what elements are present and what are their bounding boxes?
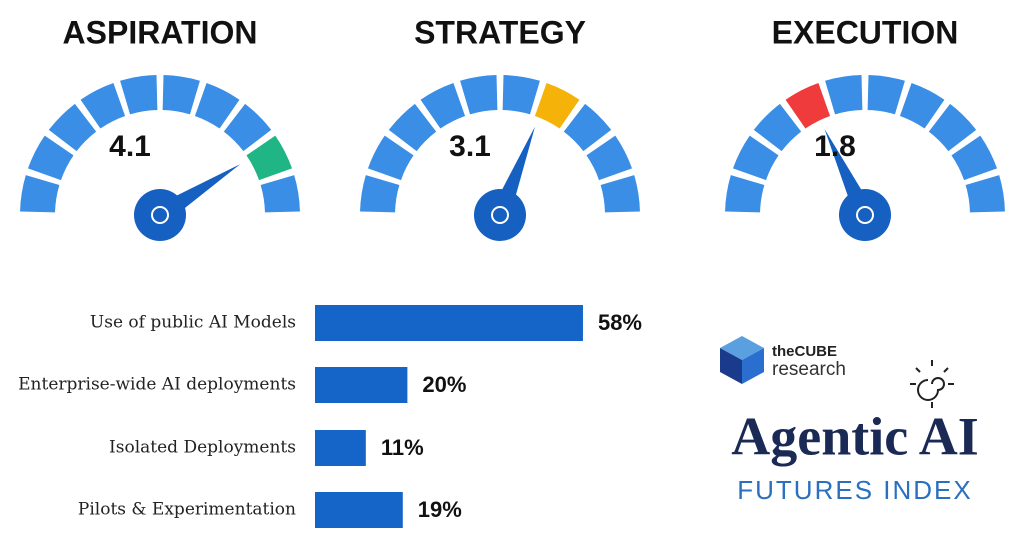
gauge-segment	[80, 82, 126, 129]
gauge-segment	[162, 75, 200, 115]
gauge-highlight	[534, 82, 580, 129]
bar-value-label: 20%	[422, 372, 466, 397]
bar-value-label: 19%	[418, 497, 462, 522]
gauge-segment	[725, 175, 765, 213]
gauge-segment	[951, 135, 998, 181]
gauge-segment	[753, 103, 802, 152]
gauge-segment	[388, 103, 437, 152]
gauge-segment	[867, 75, 905, 115]
gauge-segment	[928, 103, 977, 152]
gauge-segment	[194, 82, 240, 129]
gauge-value: 1.8	[814, 130, 856, 163]
company: theCUBE	[772, 343, 837, 360]
gauge-segment	[260, 175, 300, 213]
gauge-segment	[965, 175, 1005, 213]
gauge-segment	[360, 175, 400, 213]
gauge-hub-icon	[491, 206, 509, 224]
gauge-segment	[732, 135, 779, 181]
gauge-segment	[563, 103, 612, 152]
gauge-highlight	[246, 135, 293, 181]
sun-icon	[910, 360, 954, 408]
gauge-hub	[839, 189, 891, 241]
bar-label: Enterprise-wide AI deployments	[18, 375, 296, 395]
gauge-segment	[825, 75, 863, 115]
company-sub: research	[772, 359, 846, 380]
brand-subtitle: FUTURES INDEX	[737, 475, 972, 505]
gauge-segment	[223, 103, 272, 152]
bar	[315, 430, 366, 466]
bar	[315, 367, 408, 403]
gauge-segment	[899, 82, 945, 129]
bar-value-label: 58%	[598, 310, 642, 335]
gauge-segment	[48, 103, 97, 152]
gauge-segment	[502, 75, 540, 115]
gauge-segment	[586, 135, 633, 181]
gauge-hub-icon	[151, 206, 169, 224]
bar-label: Use of public AI Models	[90, 313, 296, 333]
logo: theCUBE research Agentic AI FUTURES INDE…	[720, 336, 979, 505]
gauge-title: ASPIRATION	[63, 14, 258, 50]
gauge-value: 3.1	[449, 130, 491, 163]
gauge-title: EXECUTION	[772, 14, 959, 50]
cube-left	[720, 348, 742, 384]
gauge-hub	[474, 189, 526, 241]
cube-right	[742, 348, 764, 384]
gauge-hub	[134, 189, 186, 241]
gauge-segment	[600, 175, 640, 213]
gauge-segment	[460, 75, 498, 115]
bar	[315, 305, 583, 341]
gauge-highlight	[785, 82, 831, 129]
brand-title: Agentic AI	[731, 406, 978, 466]
gauge-segment	[120, 75, 158, 115]
gauge-hub-icon	[856, 206, 874, 224]
gauge-title: STRATEGY	[414, 14, 586, 50]
bar-label: Pilots & Experimentation	[78, 500, 296, 520]
gauge-segment	[27, 135, 74, 181]
gauge-segment	[367, 135, 414, 181]
gauge-segment	[420, 82, 466, 129]
bar	[315, 492, 403, 528]
bar-value-label: 11%	[381, 435, 424, 460]
bar-label: Isolated Deployments	[109, 438, 296, 458]
gauge-segment	[20, 175, 60, 213]
gauge-value: 4.1	[109, 130, 151, 163]
